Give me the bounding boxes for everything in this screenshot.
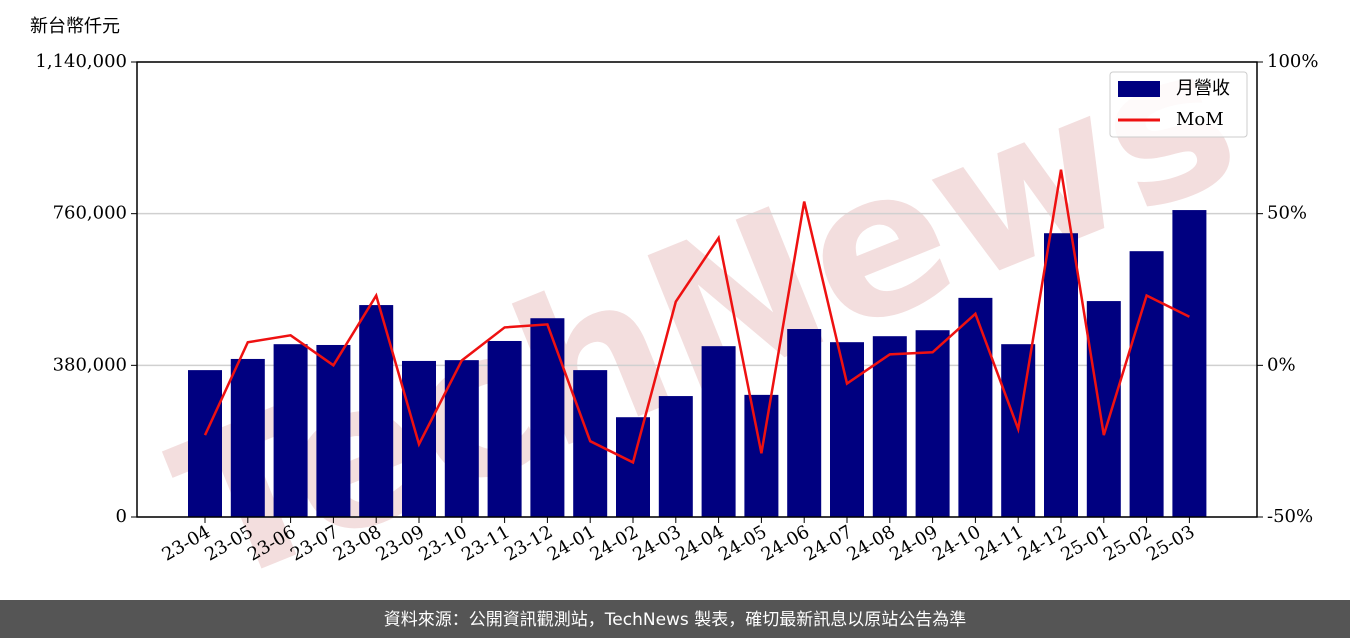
x-tick-label: 24-04: [672, 521, 727, 565]
x-tick-label: 24-09: [886, 521, 941, 565]
bar: [444, 360, 479, 517]
x-tick-label: 24-02: [587, 521, 642, 565]
legend-label: MoM: [1176, 109, 1224, 130]
bar: [487, 340, 522, 517]
x-tick-label: 24-11: [972, 521, 1027, 565]
y-tick-label: 760,000: [53, 203, 127, 224]
bar: [1129, 251, 1164, 517]
bar: [188, 370, 222, 517]
legend-swatch: [1118, 81, 1160, 97]
y-tick-label: 0: [116, 506, 127, 527]
line: [203, 169, 1190, 465]
bar: [1044, 233, 1078, 517]
y-tick-label: 380,000: [53, 354, 127, 375]
bar: [1086, 301, 1121, 517]
y2-tick-label: 50%: [1267, 203, 1307, 224]
footer-bar: [0, 600, 1350, 638]
x-tick-label: 24-08: [843, 521, 898, 565]
bar: [402, 360, 436, 517]
y2-tick-label: -50%: [1267, 506, 1313, 527]
x-tick-label: 25-03: [1143, 521, 1198, 565]
bar: [830, 342, 864, 517]
y-unit-label: 新台幣仟元: [30, 16, 120, 37]
bar: [273, 344, 308, 517]
bar: [958, 297, 993, 517]
plot-frame: [136, 61, 1258, 518]
x-tick-label: 23-12: [501, 521, 556, 565]
y-tick-label: 1,140,000: [35, 51, 127, 72]
bar: [316, 344, 351, 517]
x-tick-label: 24-12: [1015, 521, 1070, 565]
y2-tick-label: 0%: [1267, 354, 1296, 375]
y2-tick-label: 100%: [1267, 51, 1318, 72]
bar: [573, 370, 608, 517]
bar: [1172, 210, 1207, 517]
x-tick-label: 24-07: [801, 521, 856, 565]
bar: [530, 318, 565, 517]
x-tick-label: 24-01: [544, 521, 599, 565]
x-tick-label: 25-02: [1100, 521, 1155, 565]
bar: [744, 394, 779, 517]
bar: [359, 305, 394, 517]
bar: [658, 396, 693, 517]
bar: [230, 358, 265, 517]
bar: [616, 417, 650, 517]
x-tick-label: 24-03: [629, 521, 684, 565]
x-tick-label: 25-01: [1057, 521, 1112, 565]
bar: [915, 330, 950, 517]
bar: [701, 346, 736, 517]
x-tick-label: 24-06: [758, 521, 813, 565]
footer: 資料來源：公開資訊觀測站，TechNews 製表，確切最新訊息以原站公告為準: [384, 610, 966, 630]
legend-label: 月營收: [1176, 78, 1230, 99]
bar: [872, 336, 907, 517]
x-tick-label: 24-05: [715, 521, 770, 565]
bar: [787, 329, 822, 517]
x-tick-label: 24-10: [929, 521, 984, 565]
